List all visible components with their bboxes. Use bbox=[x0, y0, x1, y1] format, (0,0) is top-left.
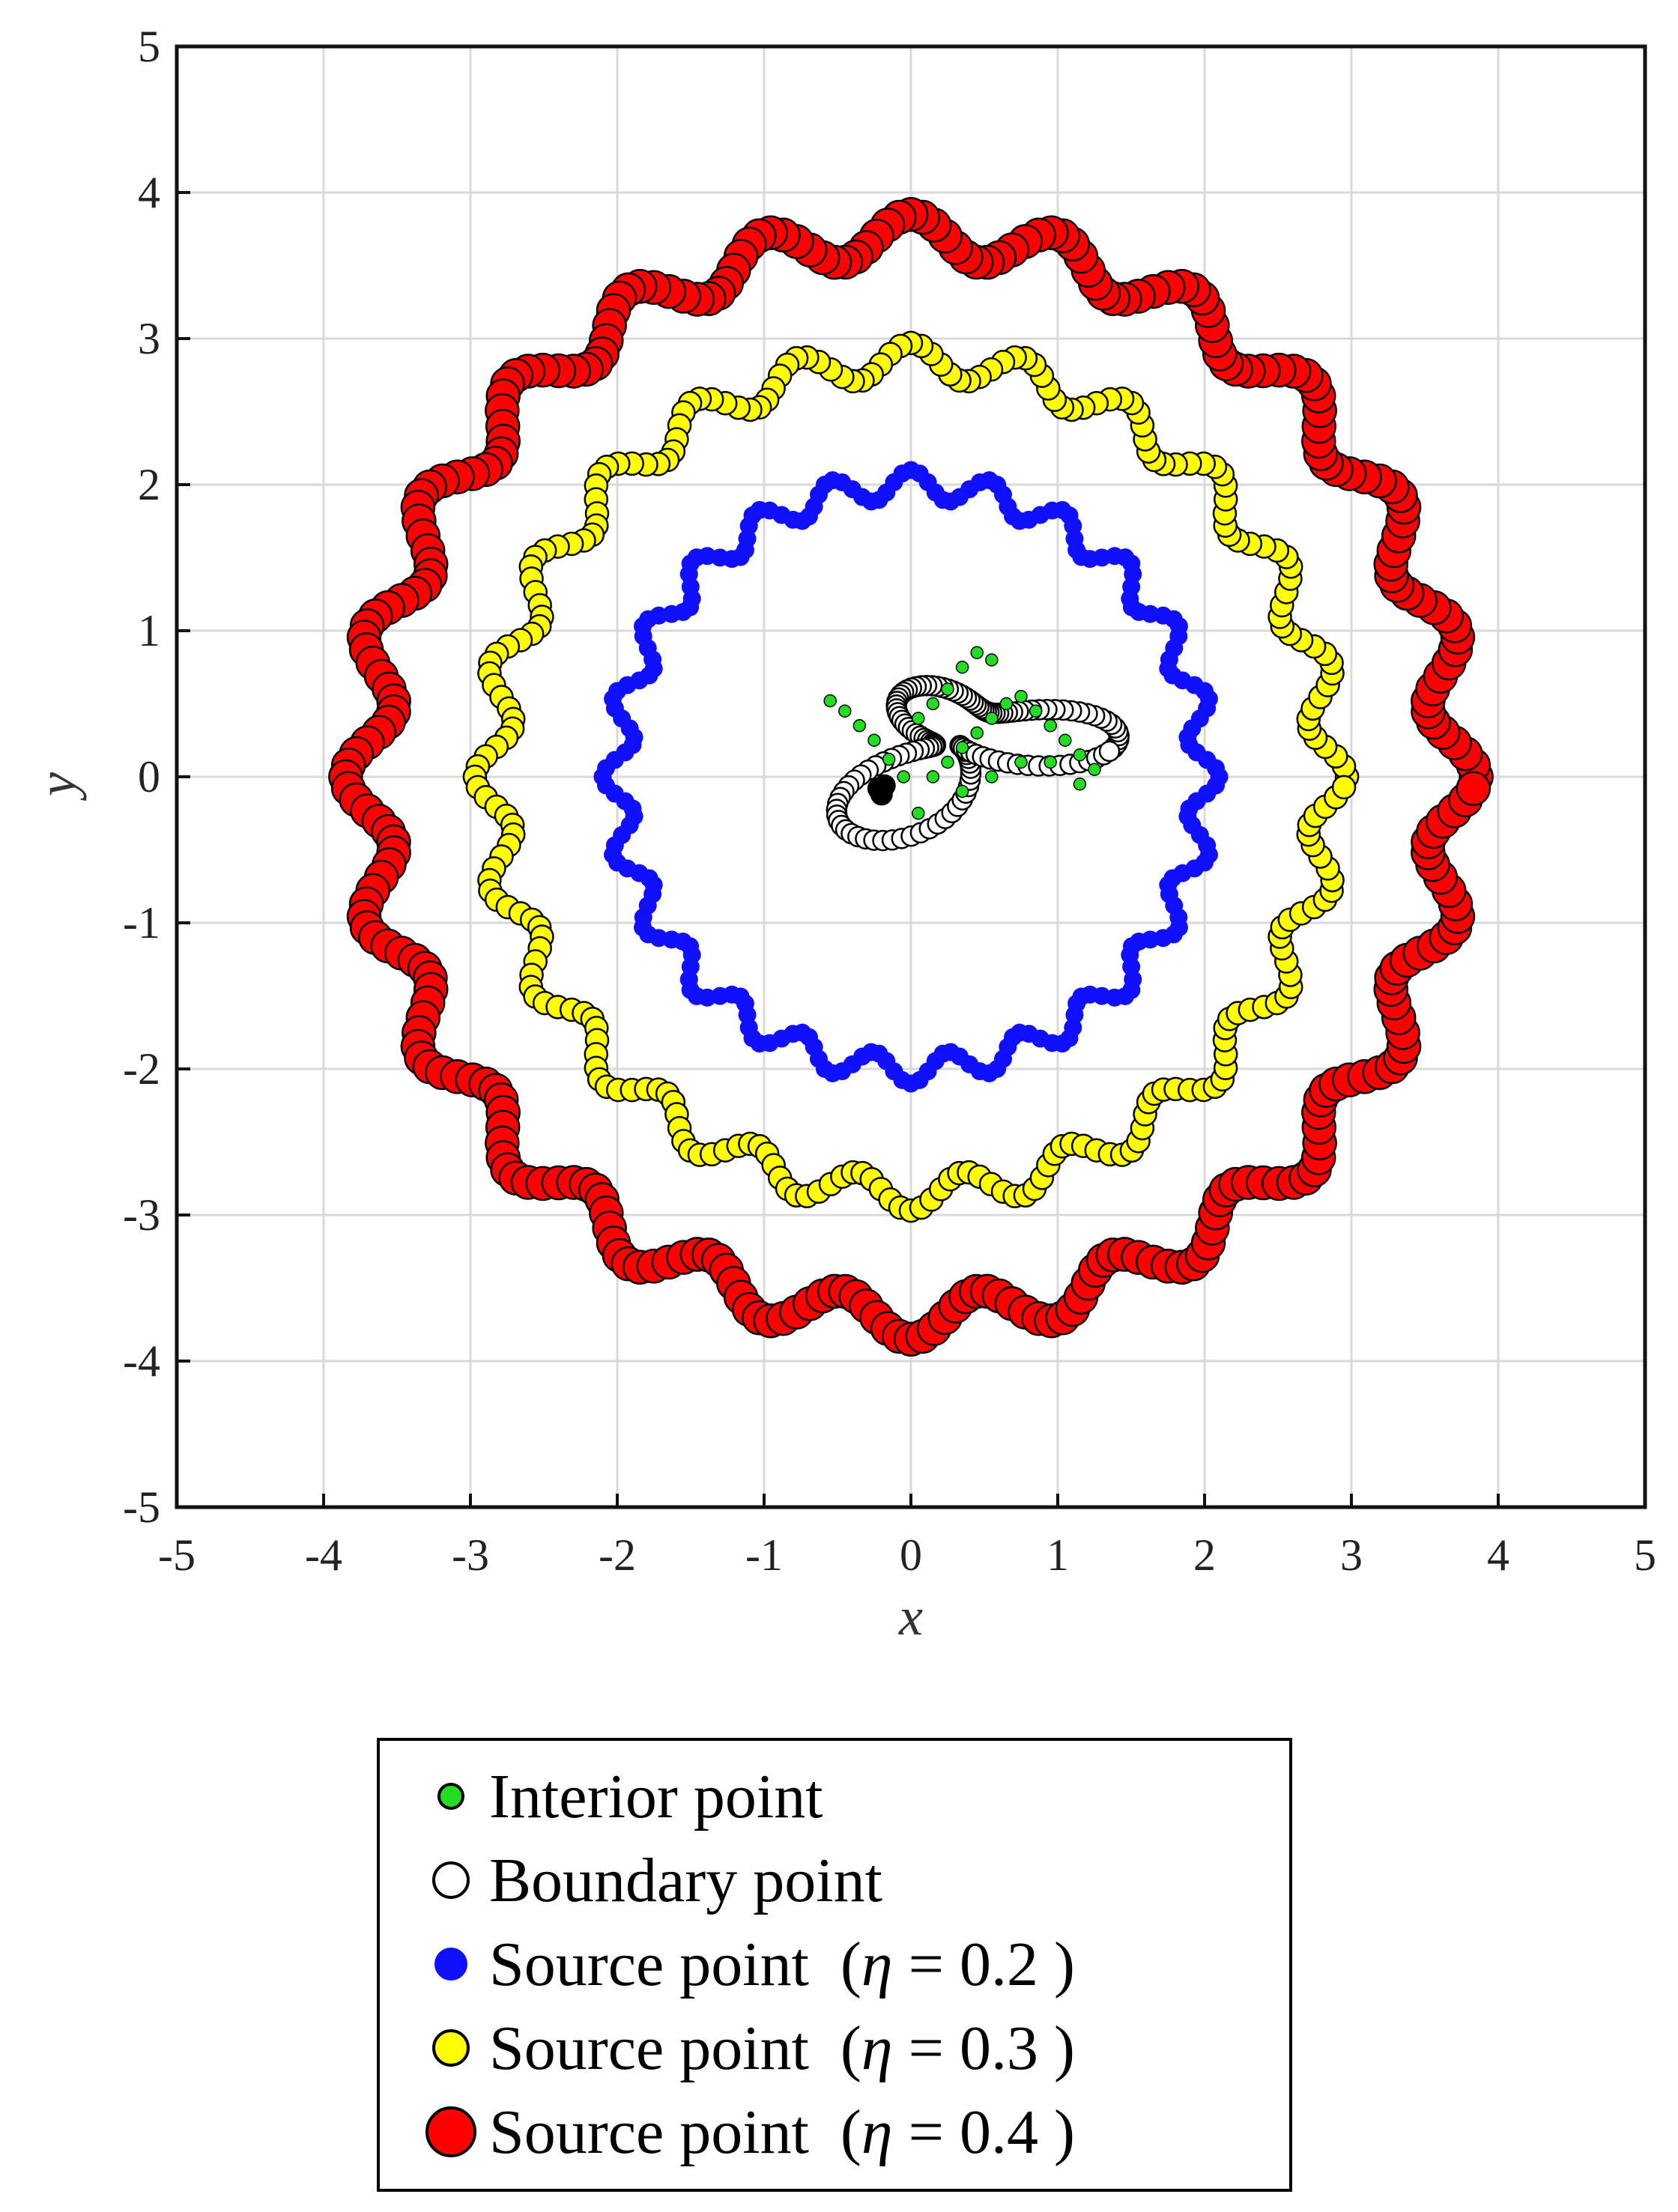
source-point-marker bbox=[1456, 771, 1491, 806]
interior-point-marker bbox=[1073, 778, 1087, 791]
y-tick-label: 2 bbox=[138, 460, 160, 509]
tick-labels: -5 -4 -3 -2 -1 0 1 2 3 4 5 -5 -4 -3 -2 -1 0 1 2 3 4 5 bbox=[123, 22, 1656, 1580]
interior-point-marker bbox=[985, 712, 999, 725]
legend-item-interior: Interior point bbox=[417, 1757, 823, 1835]
interior-point-marker-icon bbox=[437, 1783, 464, 1810]
x-tick-label: 4 bbox=[1487, 1530, 1509, 1580]
interior-point-marker bbox=[970, 726, 984, 740]
x-tick-label: 0 bbox=[900, 1530, 922, 1580]
y-axis-label: y bbox=[27, 772, 87, 802]
series-layer bbox=[328, 197, 1494, 1357]
x-tick-label: -3 bbox=[452, 1530, 489, 1580]
scatter-chart: -5 -4 -3 -2 -1 0 1 2 3 4 5 -5 -4 -3 -2 -1 0 1 2 3 4 5 x y bbox=[27, 22, 1656, 1646]
x-axis-label: x bbox=[898, 1587, 923, 1646]
x-tick-label: -5 bbox=[158, 1530, 196, 1580]
x-tick-label: 1 bbox=[1047, 1530, 1069, 1580]
x-tick-label: 3 bbox=[1340, 1530, 1363, 1580]
interior-point-marker bbox=[912, 807, 925, 820]
interior-point-marker bbox=[1073, 748, 1087, 762]
plot-frame bbox=[175, 44, 1647, 1509]
interior-point-marker bbox=[985, 653, 999, 667]
legend-label-boundary: Boundary point bbox=[489, 1845, 882, 1915]
legend: Interior point Boundary point Source poi… bbox=[377, 1738, 1292, 2192]
y-tick-label: -3 bbox=[123, 1190, 160, 1240]
interior-point-marker bbox=[897, 770, 910, 784]
interior-point-marker bbox=[838, 704, 852, 718]
legend-item-source-02: Source point (η = 0.2 ) bbox=[417, 1925, 1075, 2003]
interior-point-marker bbox=[1044, 719, 1057, 733]
interior-point-marker bbox=[1088, 763, 1101, 776]
y-tick-label: 3 bbox=[138, 314, 160, 363]
interior-point-marker bbox=[926, 697, 940, 711]
interior-point-marker bbox=[926, 770, 940, 784]
interior-point-marker bbox=[912, 712, 925, 725]
source-point-marker bbox=[1207, 776, 1226, 795]
legend-label-source-04: Source point (η = 0.4 ) bbox=[489, 2097, 1075, 2167]
y-tick-label: 5 bbox=[138, 22, 160, 71]
legend-item-source-04: Source point (η = 0.4 ) bbox=[417, 2093, 1075, 2171]
interior-point-marker bbox=[1014, 755, 1028, 769]
source-point-04-marker-icon bbox=[425, 2106, 476, 2157]
interior-point-marker bbox=[999, 697, 1014, 711]
source-point-03-marker-icon bbox=[432, 2029, 470, 2067]
boundary-point-marker-icon bbox=[432, 1861, 470, 1899]
boundary-point-marker bbox=[873, 774, 896, 797]
interior-point-marker bbox=[1044, 755, 1057, 769]
x-tick-label: 2 bbox=[1193, 1530, 1216, 1580]
x-tick-label: -4 bbox=[305, 1530, 342, 1580]
legend-item-boundary: Boundary point bbox=[417, 1841, 882, 1919]
interior-point-marker bbox=[955, 741, 969, 754]
interior-point-marker bbox=[1058, 733, 1072, 747]
y-tick-label: 0 bbox=[138, 752, 160, 802]
interior-point-marker bbox=[955, 784, 969, 799]
y-tick-label: -1 bbox=[123, 898, 160, 948]
source-point-marker bbox=[1331, 775, 1357, 800]
source-point-02-marker-icon bbox=[434, 1948, 467, 1981]
legend-item-source-03: Source point (η = 0.3 ) bbox=[417, 2009, 1075, 2087]
x-tick-label: 5 bbox=[1634, 1530, 1656, 1580]
interior-point-marker bbox=[955, 661, 969, 674]
interior-point-marker bbox=[985, 770, 999, 784]
x-tick-label: -2 bbox=[599, 1530, 636, 1580]
y-tick-label: 4 bbox=[138, 168, 160, 217]
interior-point-marker bbox=[1029, 704, 1043, 718]
interior-point-marker bbox=[941, 755, 954, 769]
interior-point-marker bbox=[867, 733, 881, 747]
interior-point-marker bbox=[823, 694, 837, 708]
interior-point-marker bbox=[941, 682, 954, 696]
interior-point-marker bbox=[1014, 690, 1028, 703]
grid-lines bbox=[175, 45, 1647, 1509]
interior-point-marker bbox=[970, 646, 984, 659]
interior-point-marker bbox=[882, 752, 896, 766]
y-tick-label: 1 bbox=[138, 606, 160, 655]
legend-label-source-03: Source point (η = 0.3 ) bbox=[489, 2013, 1075, 2083]
legend-label-source-02: Source point (η = 0.2 ) bbox=[489, 1929, 1075, 1999]
y-tick-label: -4 bbox=[123, 1336, 160, 1386]
boundary-point-marker bbox=[1098, 740, 1121, 763]
y-tick-label: -2 bbox=[123, 1044, 160, 1094]
legend-label-interior: Interior point bbox=[489, 1761, 823, 1831]
y-tick-label: -5 bbox=[123, 1482, 160, 1532]
interior-point-marker bbox=[852, 719, 867, 733]
x-tick-label: -1 bbox=[745, 1530, 783, 1580]
